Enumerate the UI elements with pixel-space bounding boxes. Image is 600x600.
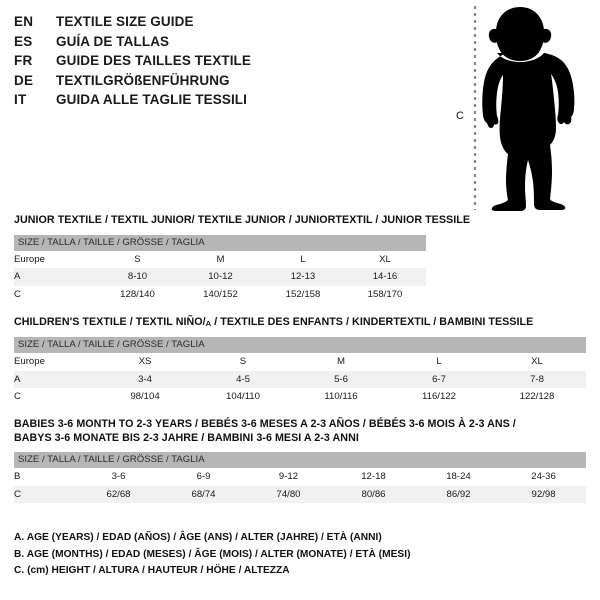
babies-row1-col3: 80/86: [331, 485, 416, 503]
children-row2-col0: 98/104: [96, 388, 194, 406]
children-row1-col1: 4-5: [194, 370, 292, 389]
junior-row1-col2: 12-13: [262, 268, 344, 286]
junior-row1-col3: 14-16: [344, 268, 426, 286]
babies-row0-label: B: [14, 468, 76, 486]
junior-row0-col1: M: [179, 250, 262, 268]
junior-row2-label: C: [14, 285, 96, 303]
children-caption-part2: / TEXTILE DES ENFANTS / KINDERTEXTIL / B…: [211, 316, 534, 328]
language-title-en: TEXTILE SIZE GUIDE: [56, 14, 194, 29]
child-silhouette-icon: [473, 6, 575, 211]
language-title-es: GUÍA DE TALLAS: [56, 33, 170, 49]
babies-band-row: SIZE / TALLA / TAILLE / GRÖSSE / TAGLIA: [14, 452, 587, 468]
language-title-it: GUIDA ALLE TAGLIE TESSILI: [56, 92, 247, 107]
junior-textile-table-block: JUNIOR TEXTILE / TEXTIL JUNIOR/ TEXTILE …: [14, 214, 470, 303]
children-row1-label: A: [14, 370, 96, 389]
junior-row1-label: A: [14, 268, 96, 286]
children-row1-col3: 6-7: [390, 370, 488, 389]
babies-row0-col5: 24-36: [501, 468, 587, 486]
junior-row1-col1: 10-12: [179, 268, 262, 286]
junior-size-table: SIZE / TALLA / TAILLE / GRÖSSE / TAGLIA …: [14, 234, 426, 303]
table-row: Europe S M L XL: [14, 250, 426, 268]
junior-row0-col0: S: [96, 250, 179, 268]
legend-line-b: B. AGE (MONTHS) / EDAD (MESES) / ÂGE (MO…: [14, 548, 411, 560]
table-row: Europe XS S M L XL: [14, 353, 587, 371]
children-row1-col2: 5-6: [292, 370, 390, 389]
language-row-it: IT GUIDA ALLE TAGLIE TESSILI: [14, 92, 434, 112]
babies-row0-col3: 12-18: [331, 468, 416, 486]
babies-row1-label: C: [14, 485, 76, 503]
table-row: A 8-10 10-12 12-13 14-16: [14, 268, 426, 286]
language-code-it: IT: [14, 92, 27, 107]
table-row: C 62/68 68/74 74/80 80/86 86/92 92/98: [14, 485, 587, 503]
babies-row1-col2: 74/80: [246, 485, 331, 503]
children-row0-col2: M: [292, 353, 390, 371]
children-row2-col1: 104/110: [194, 388, 292, 406]
children-row1-col0: 3-4: [96, 370, 194, 389]
junior-band-label: SIZE / TALLA / TAILLE / GRÖSSE / TAGLIA: [14, 234, 426, 251]
babies-row1-col5: 92/98: [501, 485, 587, 503]
junior-row2-col0: 128/140: [96, 285, 179, 303]
babies-size-table: SIZE / TALLA / TAILLE / GRÖSSE / TAGLIA …: [14, 452, 587, 503]
children-table-caption: CHILDREN'S TEXTILE / TEXTIL NIÑO/A / TEX…: [14, 316, 586, 330]
language-code-fr: FR: [14, 53, 33, 68]
babies-textile-table-block: BABIES 3-6 MONTH TO 2-3 YEARS / BEBÉS 3-…: [14, 418, 587, 503]
babies-table-caption-line2: BABYS 3-6 MONATE BIS 2-3 JAHRE / BAMBINI…: [14, 431, 359, 444]
junior-row1-col0: 8-10: [96, 268, 179, 286]
language-row-de: DE TEXTILGRÖßENFÜHRUNG: [14, 73, 434, 93]
babies-row1-col4: 86/92: [416, 485, 501, 503]
babies-band-label: SIZE / TALLA / TAILLE / GRÖSSE / TAGLIA: [14, 452, 587, 468]
table-row: A 3-4 4-5 5-6 6-7 7-8: [14, 370, 587, 389]
child-body-shape: [482, 7, 575, 211]
junior-row0-col2: L: [262, 250, 344, 268]
language-row-en: EN TEXTILE SIZE GUIDE: [14, 14, 434, 34]
children-row0-col1: S: [194, 353, 292, 371]
babies-row0-col2: 9-12: [246, 468, 331, 486]
children-caption-alt-gender: A: [205, 318, 212, 328]
junior-table-caption: JUNIOR TEXTILE / TEXTIL JUNIOR/ TEXTILE …: [14, 214, 470, 226]
children-row0-col0: XS: [96, 353, 194, 371]
children-row2-label: C: [14, 388, 96, 406]
junior-row2-col1: 140/152: [179, 285, 262, 303]
language-code-de: DE: [14, 72, 34, 88]
child-height-figure: C: [444, 4, 596, 212]
junior-row0-col3: XL: [344, 250, 426, 268]
language-row-fr: FR GUIDE DES TAILLES TEXTILE: [14, 53, 434, 73]
table-row: C 128/140 140/152 152/158 158/170: [14, 285, 426, 303]
children-band-row: SIZE / TALLA / TAILLE / GRÖSSE / TAGLIA: [14, 337, 587, 354]
table-row: B 3-6 6-9 9-12 12-18 18-24 24-36: [14, 468, 587, 486]
height-letter-label: C: [456, 110, 464, 122]
children-row0-col4: XL: [488, 353, 587, 371]
children-row0-col3: L: [390, 353, 488, 371]
children-row0-label: Europe: [14, 353, 96, 371]
children-row2-col3: 116/122: [390, 388, 488, 406]
babies-table-caption-line1: BABIES 3-6 MONTH TO 2-3 YEARS / BEBÉS 3-…: [14, 418, 516, 430]
babies-row0-col4: 18-24: [416, 468, 501, 486]
legend-line-c: C. (cm) HEIGHT / ALTURA / HAUTEUR / HÖHE…: [14, 565, 290, 576]
junior-row2-col3: 158/170: [344, 285, 426, 303]
language-title-fr: GUIDE DES TAILLES TEXTILE: [56, 53, 252, 68]
junior-band-row: SIZE / TALLA / TAILLE / GRÖSSE / TAGLIA: [14, 234, 426, 251]
language-code-en: EN: [14, 14, 34, 29]
children-caption-part1: CHILDREN'S TEXTILE / TEXTIL NIÑO/: [14, 316, 206, 328]
table-row: C 98/104 104/110 110/116 116/122 122/128: [14, 388, 587, 406]
babies-row0-col1: 6-9: [161, 468, 246, 486]
children-row2-col4: 122/128: [488, 388, 587, 406]
children-row2-col2: 110/116: [292, 388, 390, 406]
language-row-es: ES GUÍA DE TALLAS: [14, 34, 434, 54]
junior-row0-label: Europe: [14, 250, 96, 268]
legend-block: A. AGE (YEARS) / EDAD (AÑOS) / ÂGE (ANS)…: [14, 530, 574, 580]
children-textile-table-block: CHILDREN'S TEXTILE / TEXTIL NIÑO/A / TEX…: [14, 316, 587, 406]
language-code-es: ES: [14, 33, 33, 49]
language-title-de: TEXTILGRÖßENFÜHRUNG: [56, 72, 230, 88]
babies-row1-col1: 68/74: [161, 485, 246, 503]
children-row1-col4: 7-8: [488, 370, 587, 389]
legend-line-a: A. AGE (YEARS) / EDAD (AÑOS) / ÂGE (ANS)…: [14, 532, 382, 543]
babies-row1-col0: 62/68: [76, 485, 161, 503]
babies-row0-col0: 3-6: [76, 468, 161, 486]
language-title-block: EN TEXTILE SIZE GUIDE ES GUÍA DE TALLAS …: [14, 14, 434, 112]
children-size-table: SIZE / TALLA / TAILLE / GRÖSSE / TAGLIA …: [14, 337, 587, 406]
children-band-label: SIZE / TALLA / TAILLE / GRÖSSE / TAGLIA: [14, 337, 587, 354]
junior-row2-col2: 152/158: [262, 285, 344, 303]
